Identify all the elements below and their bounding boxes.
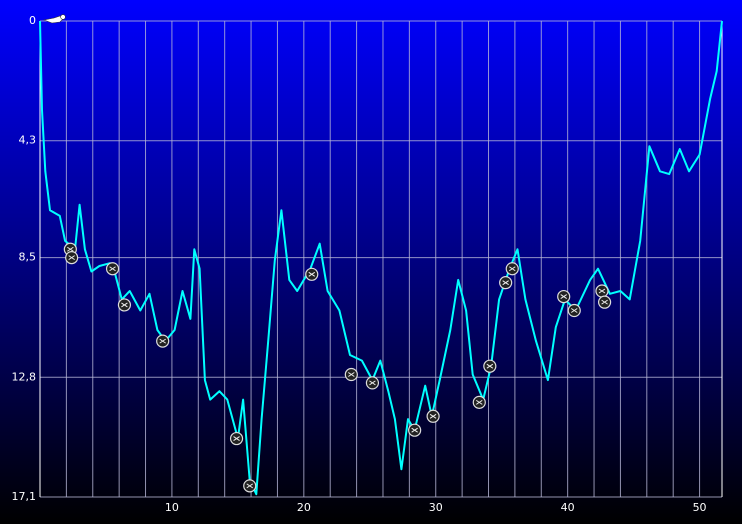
event-marker [156, 334, 170, 348]
event-icon-detail [475, 399, 483, 405]
event-marker [365, 376, 380, 390]
depth-line [39, 20, 723, 496]
diver-icon [42, 14, 66, 24]
event-marker [408, 423, 422, 437]
event-marker [105, 262, 120, 276]
event-marker [597, 295, 612, 309]
event-icon-detail [109, 266, 116, 272]
event-icon-detail [246, 483, 254, 489]
plot: 0 4,3 8,5 12,8 17,1 10 20 30 40 50 [12, 14, 723, 514]
event-icon-detail [411, 427, 418, 433]
event-marker [472, 395, 486, 409]
event-icon-detail [67, 246, 74, 252]
event-icon-detail [348, 372, 355, 377]
event-icon-detail [570, 308, 578, 313]
x-tick-label: 10 [165, 501, 179, 514]
event-icon-detail [159, 338, 166, 344]
y-tick-label: 8,5 [19, 251, 37, 264]
event-marker [344, 367, 358, 382]
event-icon-detail [233, 436, 240, 441]
event-icon-detail [121, 302, 128, 308]
y-tick-label: 12,8 [12, 370, 37, 383]
event-marker [567, 303, 581, 318]
event-marker [243, 479, 257, 493]
event-icon-detail [369, 380, 376, 386]
event-marker [229, 431, 244, 446]
x-tick-label: 50 [693, 501, 707, 514]
event-icon-detail [502, 280, 509, 286]
event-marker [505, 262, 519, 276]
event-icon-detail [486, 363, 494, 369]
event-marker [499, 276, 513, 290]
event-marker [483, 359, 497, 373]
event-marker [557, 289, 571, 304]
y-tick-label: 17,1 [12, 490, 37, 503]
event-marker [426, 409, 440, 423]
x-tick-label: 20 [297, 501, 311, 514]
event-marker [117, 298, 132, 312]
event-marker [65, 251, 79, 265]
event-marker [305, 267, 319, 281]
event-icon-detail [598, 288, 606, 294]
y-tick-label: 0 [29, 14, 36, 27]
event-marker [595, 284, 609, 298]
y-tick-label: 4,3 [19, 134, 37, 147]
x-tick-label: 40 [561, 501, 575, 514]
event-icon-detail [508, 266, 516, 272]
event-icon-detail [308, 271, 316, 277]
event-icon-detail [68, 255, 75, 261]
event-icon-detail [601, 299, 608, 305]
x-tick-label: 30 [429, 501, 443, 514]
event-icon-detail [560, 294, 567, 299]
event-icon-detail [429, 413, 437, 419]
